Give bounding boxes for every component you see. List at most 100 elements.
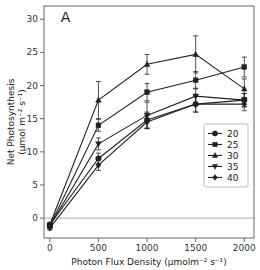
x-tick-label: 1000	[136, 243, 159, 253]
error-bar-cap	[96, 159, 101, 160]
legend-marker	[213, 142, 217, 146]
error-bar-cap	[145, 115, 150, 116]
y-tick	[40, 52, 44, 53]
point	[145, 119, 150, 125]
x-tick	[195, 238, 196, 242]
y-tick-label: 10	[27, 147, 39, 157]
x-tick-label: 500	[90, 243, 107, 253]
error-bar-cap	[145, 54, 150, 55]
error-bar	[145, 115, 150, 128]
series-20	[47, 93, 247, 227]
legend-entry: 25	[208, 140, 238, 150]
y-tick-label: 15	[27, 114, 38, 124]
error-bar-cap	[96, 81, 101, 82]
error-bar-cap	[145, 128, 150, 129]
error-bar-cap	[193, 88, 198, 89]
error-bar-cap	[193, 72, 198, 73]
error-bar-cap	[96, 149, 101, 150]
x-tick-label: 1500	[184, 243, 207, 253]
point	[193, 51, 199, 56]
x-tick	[98, 238, 99, 242]
error-bar-cap	[96, 137, 101, 138]
error-bar-cap	[193, 112, 198, 113]
y-tick	[40, 184, 44, 185]
error-bar	[96, 160, 101, 171]
plot-group	[44, 36, 254, 231]
error-bar-cap	[242, 78, 247, 79]
point	[47, 225, 52, 231]
error-bar-cap	[145, 102, 150, 103]
legend-marker	[212, 153, 217, 158]
annotation: A	[61, 9, 71, 25]
error-bar-cap	[242, 110, 247, 111]
legend-entry: 20	[208, 129, 239, 139]
error-bar	[145, 112, 150, 128]
chart: 0500100015002000051015202530Photon Flux …	[0, 0, 260, 270]
point	[96, 123, 101, 128]
legend-box	[204, 124, 248, 187]
y-tick	[40, 151, 44, 152]
legend-entry: 30	[208, 151, 239, 161]
legend: 2025303540	[204, 124, 248, 187]
legend-label: 30	[227, 151, 239, 161]
point	[242, 101, 247, 107]
x-tick	[49, 238, 50, 242]
point	[193, 78, 198, 83]
error-bar-cap	[96, 131, 101, 132]
y-tick-label: 30	[27, 14, 39, 24]
y-tick	[40, 85, 44, 86]
error-bar-cap	[242, 76, 247, 77]
error-bar	[145, 102, 150, 129]
error-bar-cap	[193, 96, 198, 97]
point	[193, 101, 199, 107]
point	[96, 142, 102, 147]
x-tick-label: 2000	[233, 243, 256, 253]
error-bar-cap	[145, 100, 150, 101]
series-line	[50, 104, 244, 228]
legend-label: 20	[227, 129, 239, 139]
y-tick-label: 5	[32, 180, 38, 190]
legend-label: 40	[227, 173, 239, 183]
error-bar-cap	[145, 83, 150, 84]
reference-line	[44, 218, 254, 219]
plot-frame	[44, 6, 254, 238]
x-axis-label: Photon Flux Density (μmolm⁻² s⁻¹)	[71, 257, 226, 267]
error-bar-cap	[96, 119, 101, 120]
error-bar-cap	[193, 112, 198, 113]
legend-marker	[212, 164, 217, 169]
y-tick-label: 0	[32, 213, 38, 223]
series-line	[50, 67, 244, 226]
y-tick	[40, 19, 44, 20]
legend-entry: 35	[208, 162, 238, 172]
error-bar-cap	[96, 170, 101, 171]
point	[241, 86, 247, 91]
series-30	[47, 36, 247, 227]
series-35	[47, 88, 247, 229]
legend-marker	[213, 175, 218, 181]
error-bar-cap	[145, 74, 150, 75]
error-bar-cap	[242, 93, 247, 94]
point	[144, 61, 150, 66]
error-bar-cap	[242, 93, 247, 94]
y-tick-label: 20	[27, 81, 39, 91]
point	[96, 162, 101, 168]
error-bar	[193, 96, 198, 112]
error-bar	[242, 57, 247, 77]
point	[96, 97, 102, 102]
error-bar	[193, 96, 198, 112]
legend-entry: 40	[208, 173, 239, 183]
x-tick	[244, 238, 245, 242]
legend-marker	[212, 131, 217, 136]
point	[193, 101, 198, 107]
y-tick	[40, 118, 44, 119]
legend-label: 25	[227, 140, 238, 150]
error-bar	[96, 82, 101, 119]
error-bar-cap	[242, 57, 247, 58]
error-bar	[145, 84, 150, 101]
x-tick-label: 0	[47, 243, 53, 253]
error-bar	[193, 72, 198, 89]
y-axis-label: Net Photosynthesis(μmol m⁻² s⁻¹)	[6, 78, 27, 165]
error-bar	[96, 138, 101, 150]
plot-area	[44, 6, 254, 238]
x-tick	[147, 238, 148, 242]
